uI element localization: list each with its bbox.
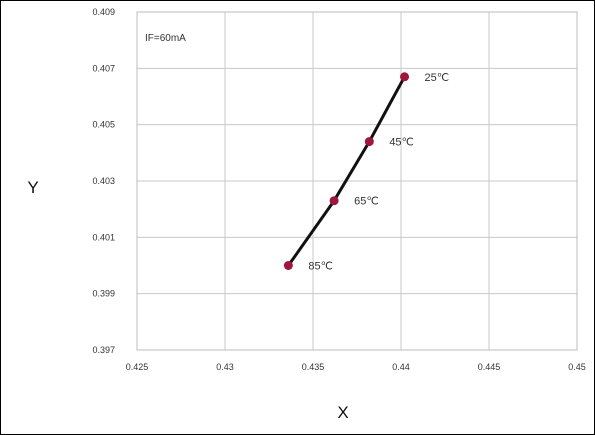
data-point-marker (283, 261, 293, 270)
current-annotation: IF=60mA (145, 33, 186, 44)
data-point-label: 25℃ (425, 72, 450, 84)
x-tick-label: 0.45 (568, 362, 586, 372)
tick-labels: 0.425 0.43 0.435 0.44 0.445 0.45 0.397 0.399 0.4… (92, 7, 585, 372)
y-tick-label: 0.401 (92, 232, 115, 242)
y-tick-label: 0.397 (92, 345, 115, 355)
x-tick-label: 0.425 (126, 362, 149, 372)
data-point-marker (329, 196, 339, 206)
y-axis-title: Y (27, 178, 38, 197)
grid-lines (136, 11, 578, 351)
data-point-labels: 85℃ 65℃ 45℃ 25℃ (308, 72, 449, 273)
y-tick-label: 0.403 (92, 176, 115, 186)
data-point-label: 45℃ (389, 137, 414, 149)
y-tick-label: 0.399 (92, 289, 115, 299)
data-point-marker (364, 137, 374, 147)
x-axis-title: X (337, 403, 348, 422)
y-tick-label: 0.407 (92, 63, 115, 73)
x-tick-label: 0.44 (392, 362, 410, 372)
y-tick-label: 0.405 (92, 120, 115, 130)
series-line (286, 75, 406, 267)
plot-area-border (136, 11, 578, 351)
data-point-marker (400, 72, 410, 82)
x-tick-label: 0.445 (478, 362, 501, 372)
x-tick-label: 0.435 (302, 362, 325, 372)
x-tick-label: 0.43 (216, 362, 234, 372)
data-point-label: 65℃ (354, 196, 379, 208)
y-tick-label: 0.409 (92, 7, 115, 17)
data-points (283, 72, 410, 270)
data-point-label: 85℃ (308, 261, 333, 273)
